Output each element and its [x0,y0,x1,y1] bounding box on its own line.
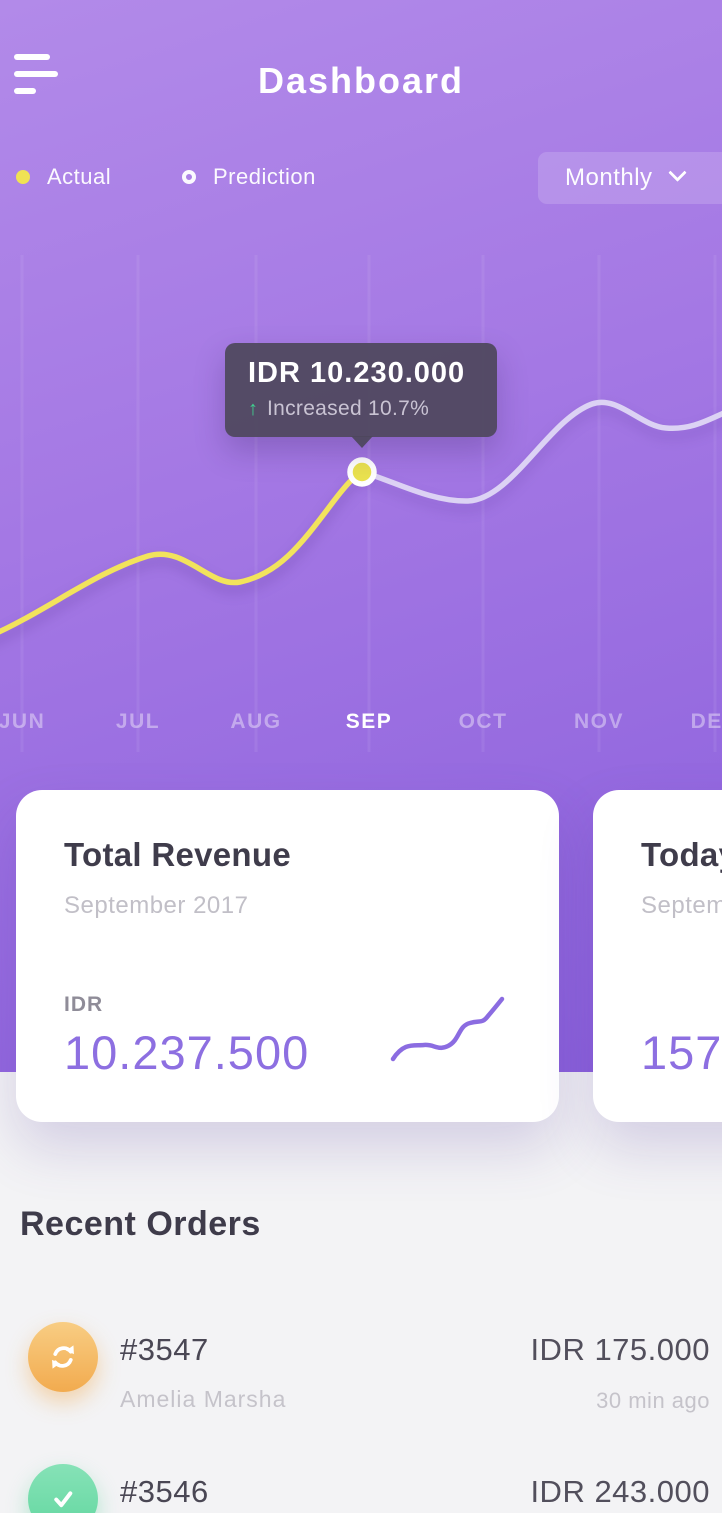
check-icon [54,1491,73,1508]
month-label-sep[interactable]: SEP [345,710,393,733]
order-amount: IDR 175.000 [530,1332,710,1367]
tooltip-value: IDR 10.230.000 [248,357,466,389]
legend-item-prediction[interactable]: Prediction [182,164,316,190]
legend-item-actual[interactable]: Actual [16,164,111,190]
order-id: #3547 [120,1332,209,1367]
chart-tooltip: IDR 10.230.000 ↑ Increased 10.7% [225,343,497,448]
menu-icon[interactable] [14,54,60,98]
actual-line-series [0,469,365,635]
order-count-value: 157 [641,1026,722,1079]
total-revenue-card[interactable]: Total Revenue September 2017 IDR 10.237.… [16,790,559,1122]
revenue-chart [0,255,722,752]
revenue-value: 10.237.500 [64,1026,310,1079]
period-dropdown[interactable]: Monthly [538,152,722,204]
prediction-series-dot-icon [182,170,196,184]
chevron-down-icon [667,162,687,182]
actual-series-dot-icon [16,170,30,184]
month-label-aug[interactable]: AUG [230,710,282,733]
card-title: Total Revenue [64,836,292,873]
order-status-processing-badge [28,1322,98,1392]
month-gridlines [20,255,717,752]
order-customer: Amelia Marsha [120,1386,287,1412]
legend-actual-label: Actual [47,164,112,189]
card-figures: 157 [641,1025,722,1080]
revenue-sparkline [390,996,505,1062]
tooltip-change-row: ↑ Increased 10.7% [248,397,497,421]
arrow-up-icon: ↑ [248,397,258,420]
prediction-line-series [359,399,722,504]
card-figures: IDR 10.237.500 [64,993,309,1080]
card-subtitle: September 2017 [641,892,722,919]
legend-prediction-label: Prediction [213,164,316,189]
page-title: Dashboard [257,60,465,101]
month-label-dec[interactable]: DEC [690,710,722,733]
order-status-completed-badge [28,1464,98,1513]
order-amount: IDR 243.000 [530,1474,710,1509]
today-order-card[interactable]: Today Order September 2017 157 [593,790,722,1122]
card-title: Today Order [641,836,722,873]
tooltip-change-text: Increased 10.7% [267,397,430,420]
month-label-jul[interactable]: JUL [115,710,161,733]
month-label-nov[interactable]: NOV [573,710,624,733]
selected-data-point[interactable] [347,457,377,487]
order-time: 30 min ago [596,1388,710,1413]
sync-icon [52,1345,74,1369]
card-subtitle: September 2017 [64,892,249,919]
order-list-item[interactable]: #3546 IDR 243.000 [0,1462,722,1513]
order-list-item[interactable]: #3547 Amelia Marsha IDR 175.000 30 min a… [0,1320,722,1430]
recent-orders-title: Recent Orders [20,1205,261,1243]
month-label-oct[interactable]: OCT [458,710,508,733]
month-label-jun[interactable]: JUN [0,710,46,733]
order-id: #3546 [120,1474,209,1509]
currency-label: IDR [64,993,104,1016]
period-dropdown-value: Monthly [565,164,653,191]
